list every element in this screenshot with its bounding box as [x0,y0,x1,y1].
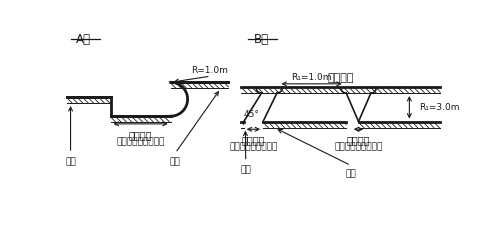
Text: 乗入れ幅: 乗入れ幅 [129,130,152,140]
Text: （別表第１による）: （別表第１による） [229,142,278,151]
Text: B型: B型 [254,33,269,46]
Text: R₁=3.0m: R₁=3.0m [420,103,460,112]
Text: 駒止: 駒止 [170,157,180,166]
Text: R=1.0m: R=1.0m [191,66,228,75]
Text: A型: A型 [76,33,91,46]
Text: 駒止: 駒止 [65,157,76,166]
Text: 駒止: 駒止 [241,165,251,174]
Text: 車　　道: 車 道 [327,73,354,83]
Text: R₁=1.0m: R₁=1.0m [291,73,332,82]
Text: 駒止: 駒止 [346,169,356,178]
Text: 45°: 45° [244,110,259,119]
Text: 乗入れ幅: 乗入れ幅 [242,135,265,145]
Text: （別表第１による）: （別表第１による） [334,142,383,151]
Text: 乗入れ幅: 乗入れ幅 [347,135,370,145]
Text: （別表第１による）: （別表第１による） [116,137,165,146]
